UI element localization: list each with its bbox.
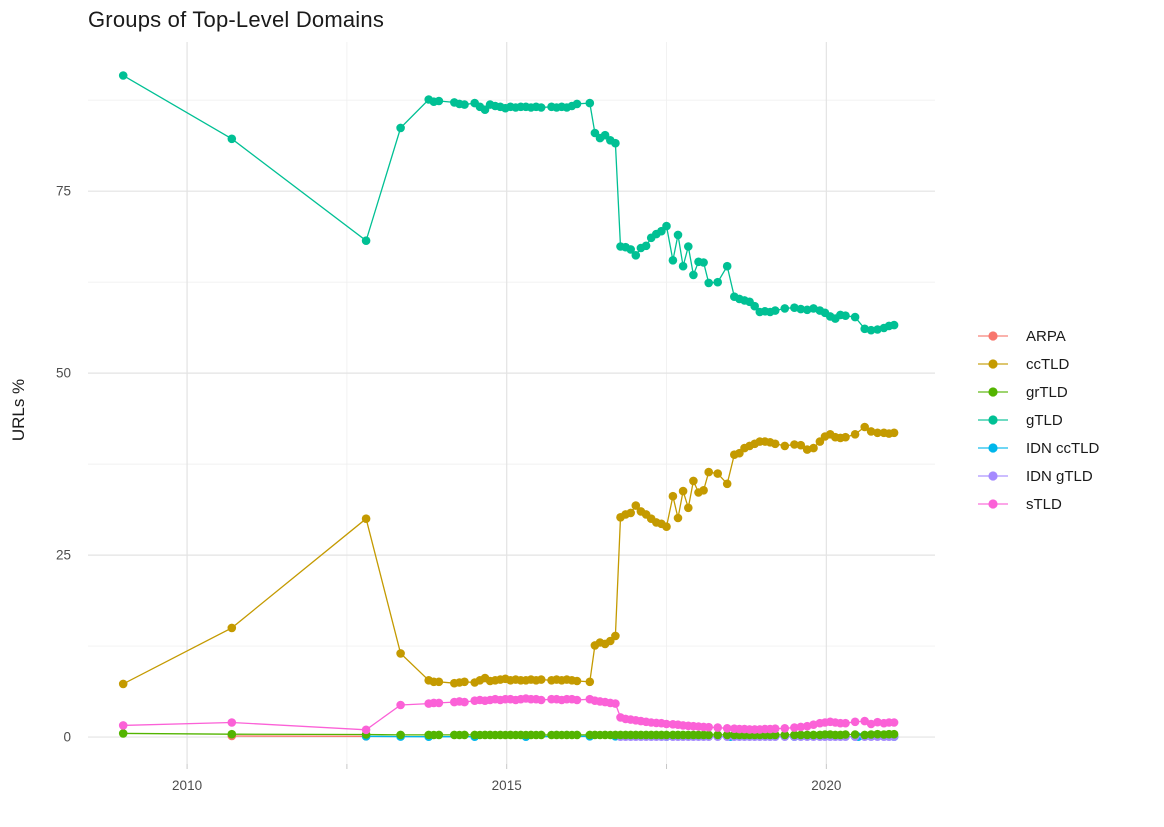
legend-item-idn-gtld: IDN gTLD xyxy=(976,462,1099,490)
y-tick-label-75: 75 xyxy=(56,184,71,199)
legend-key-icon xyxy=(978,415,1008,425)
series-line-gtld xyxy=(122,74,895,331)
axis-tick-layer xyxy=(186,764,827,769)
legend-item-cctld: ccTLD xyxy=(976,350,1099,378)
legend: ARPA ccTLD grTLD gTLD IDN ccTLD IDN gTLD sTLD xyxy=(976,322,1099,518)
legend-item-stld: sTLD xyxy=(976,490,1099,518)
series-stld xyxy=(118,694,899,735)
legend-key-icon xyxy=(978,443,1008,453)
legend-label: IDN ccTLD xyxy=(1026,439,1100,457)
x-tick-label-2015: 2015 xyxy=(492,778,522,793)
chart-title: Groups of Top-Level Domains xyxy=(88,7,385,32)
legend-label: grTLD xyxy=(1026,383,1068,401)
legend-label: sTLD xyxy=(1026,495,1062,513)
legend-key-icon xyxy=(978,471,1008,481)
y-axis-title: URLs % xyxy=(9,379,28,441)
legend-key-icon xyxy=(978,331,1008,341)
legend-item-grtld: grTLD xyxy=(976,378,1099,406)
legend-item-gtld: gTLD xyxy=(976,406,1099,434)
x-tick-label-2010: 2010 xyxy=(172,778,202,793)
legend-label: ARPA xyxy=(1026,327,1066,345)
y-tick-label-0: 0 xyxy=(63,730,71,745)
y-tick-label-25: 25 xyxy=(56,548,71,563)
series-arpa xyxy=(227,731,371,741)
legend-label: ccTLD xyxy=(1026,355,1070,373)
legend-key-icon xyxy=(978,499,1008,509)
legend-item-arpa: ARPA xyxy=(976,322,1099,350)
legend-label: IDN gTLD xyxy=(1026,467,1093,485)
x-tick-label-2020: 2020 xyxy=(811,778,841,793)
legend-key-icon xyxy=(978,359,1008,369)
series-layer xyxy=(118,71,899,741)
legend-key-icon xyxy=(978,387,1008,397)
series-cctld xyxy=(118,422,899,689)
y-tick-label-50: 50 xyxy=(56,366,71,381)
series-grtld xyxy=(118,729,899,740)
series-line-stld xyxy=(123,697,895,731)
grid-layer xyxy=(88,42,935,764)
legend-item-idn-cctld: IDN ccTLD xyxy=(976,434,1099,462)
legend-label: gTLD xyxy=(1026,411,1063,429)
series-gtld xyxy=(118,71,899,335)
axis-label-layer: 0 25 50 75 2010 2015 2020 xyxy=(56,184,841,793)
